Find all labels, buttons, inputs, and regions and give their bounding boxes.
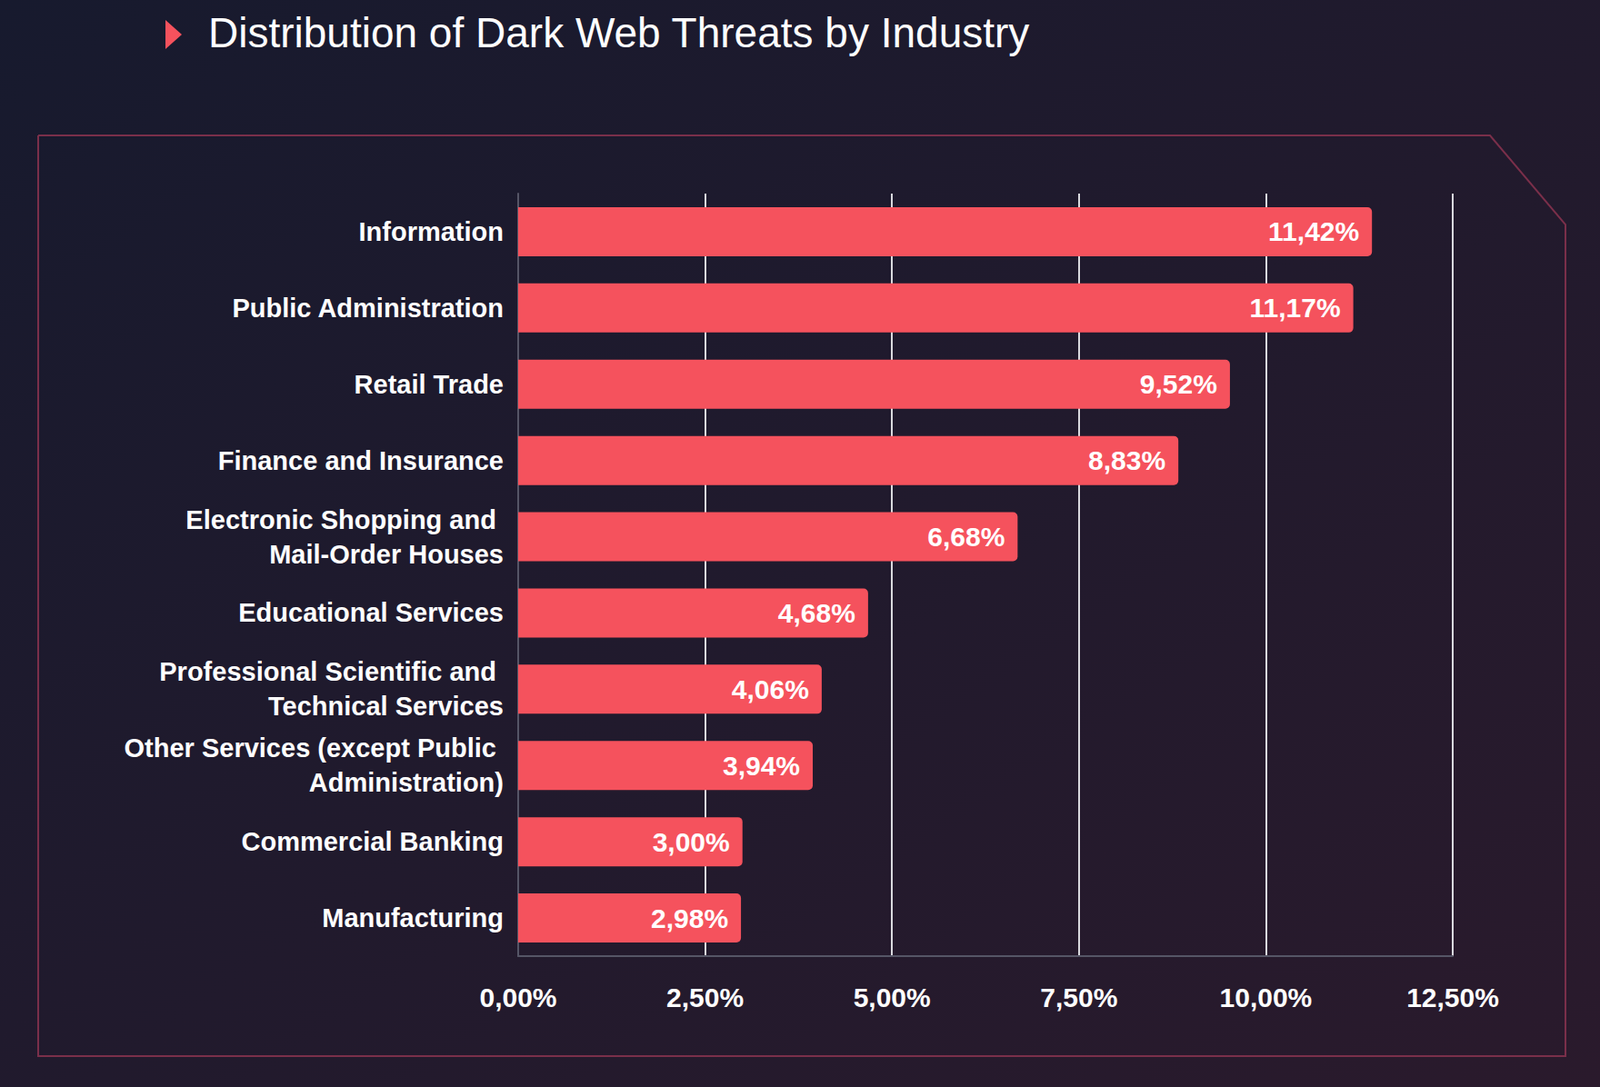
svg-text:2,50%: 2,50% (666, 982, 744, 1013)
svg-text:12,50%: 12,50% (1406, 982, 1500, 1013)
svg-text:Mail-Order Houses: Mail-Order Houses (269, 540, 504, 570)
svg-text:Finance and Insurance: Finance and Insurance (218, 446, 504, 476)
svg-text:4,68%: 4,68% (778, 598, 856, 629)
svg-text:8,83%: 8,83% (1088, 445, 1166, 476)
svg-text:7,50%: 7,50% (1040, 982, 1118, 1013)
svg-text:Electronic Shopping and: Electronic Shopping and (185, 505, 504, 535)
svg-text:3,00%: 3,00% (652, 827, 730, 858)
svg-text:6,68%: 6,68% (927, 521, 1005, 552)
svg-text:3,94%: 3,94% (722, 750, 800, 781)
svg-text:4,06%: 4,06% (731, 674, 810, 705)
svg-text:0,00%: 0,00% (479, 982, 557, 1013)
svg-text:Administration): Administration) (309, 768, 504, 798)
svg-text:9,52%: 9,52% (1140, 369, 1218, 400)
svg-text:Public Administration: Public Administration (231, 293, 504, 323)
svg-text:Other Services (except Public: Other Services (except Public (124, 733, 504, 763)
svg-text:Technical Services: Technical Services (268, 691, 504, 721)
svg-text:Manufacturing: Manufacturing (321, 903, 504, 933)
svg-text:11,42%: 11,42% (1268, 216, 1360, 247)
svg-text:Distribution of Dark Web Threa: Distribution of Dark Web Threats by Indu… (208, 9, 1030, 57)
svg-text:Commercial Banking: Commercial Banking (241, 827, 504, 857)
svg-text:2,98%: 2,98% (650, 903, 729, 934)
svg-text:11,17%: 11,17% (1250, 292, 1341, 323)
svg-text:Professional Scientific and: Professional Scientific and (159, 657, 504, 687)
svg-text:5,00%: 5,00% (853, 982, 931, 1013)
svg-text:Information: Information (359, 217, 505, 247)
svg-text:Educational Services: Educational Services (238, 598, 504, 628)
svg-text:10,00%: 10,00% (1220, 982, 1313, 1013)
svg-text:Retail Trade: Retail Trade (354, 370, 504, 400)
